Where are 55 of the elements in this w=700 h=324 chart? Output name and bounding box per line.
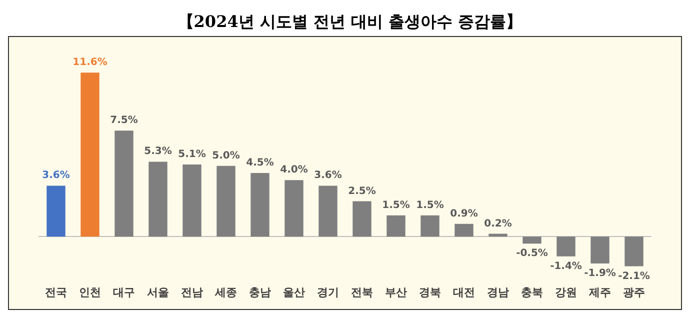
x-tick-label: 경북 [419, 286, 441, 299]
data-label: 3.6% [42, 170, 70, 182]
data-label: 0.9% [450, 208, 478, 220]
x-tick-label: 대전 [453, 286, 475, 299]
data-label: -1.4% [550, 260, 582, 272]
bar [420, 215, 440, 237]
bar [624, 236, 644, 266]
data-label: 5.3% [144, 146, 172, 158]
data-label: 5.1% [178, 149, 206, 160]
bar [148, 162, 168, 237]
x-tick-label: 충북 [521, 286, 543, 299]
data-label: 7.5% [110, 115, 138, 126]
bar [46, 186, 66, 237]
data-label: -0.5% [516, 248, 548, 260]
x-tick-label: 울산 [283, 286, 305, 299]
x-tick-label: 전북 [351, 286, 373, 299]
data-label: 2.5% [348, 186, 376, 197]
bar [284, 180, 304, 237]
data-label: 0.2% [484, 218, 512, 230]
bar [352, 201, 372, 237]
x-tick-label: 경기 [317, 286, 339, 299]
bar [80, 72, 100, 237]
x-tick-label: 제주 [588, 286, 611, 299]
bar [182, 164, 202, 237]
bar [250, 173, 270, 237]
x-tick-label: 경남 [487, 286, 509, 299]
chart-title: 【2024년 시도별 전년 대비 출생아수 증감률】 [176, 11, 524, 33]
x-tick-label: 인천 [79, 286, 101, 299]
x-tick-label: 충남 [249, 286, 271, 299]
bar [454, 224, 474, 237]
x-tick-label: 강원 [555, 286, 577, 299]
x-tick-label: 서울 [147, 286, 169, 299]
x-tick-label: 세종 [214, 286, 237, 299]
data-label: 4.5% [246, 158, 274, 168]
x-tick-label: 부산 [385, 286, 407, 299]
bar [216, 166, 236, 237]
bar [386, 215, 406, 237]
x-tick-label: 광주 [623, 286, 645, 299]
bar [488, 234, 508, 237]
bar [318, 186, 338, 237]
data-label: 11.6% [72, 57, 108, 68]
bar [522, 236, 542, 244]
data-label: -1.9% [584, 268, 616, 279]
data-label: 5.0% [212, 150, 240, 162]
x-tick-label: 대구 [113, 286, 135, 299]
bar [114, 130, 134, 237]
data-label: 1.5% [416, 200, 444, 211]
bar [590, 236, 610, 264]
bar [556, 236, 576, 256]
data-label: -2.1% [618, 270, 650, 282]
x-tick-label: 전남 [181, 286, 203, 299]
data-label: 3.6% [314, 170, 342, 182]
data-label: 4.0% [280, 164, 308, 176]
x-tick-label: 전국 [45, 286, 67, 299]
data-label: 1.5% [382, 200, 410, 211]
